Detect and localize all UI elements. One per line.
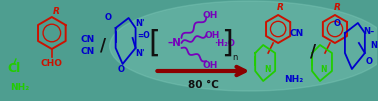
Text: CN: CN (81, 35, 95, 44)
Text: CN: CN (290, 28, 304, 37)
Text: N: N (370, 41, 377, 49)
Text: [: [ (149, 28, 160, 57)
Text: –N: –N (167, 38, 181, 48)
Text: N–: N– (363, 26, 375, 35)
Text: N': N' (135, 19, 144, 28)
Text: NH₂: NH₂ (10, 83, 29, 92)
Text: NH₂: NH₂ (285, 75, 304, 84)
Text: R: R (277, 3, 284, 12)
Text: ·H₂O: ·H₂O (214, 38, 235, 47)
Text: N: N (264, 65, 270, 74)
Text: /: / (100, 37, 106, 55)
Text: N: N (321, 65, 327, 74)
Text: CN: CN (81, 46, 95, 56)
Text: OH: OH (203, 11, 218, 19)
Text: n: n (232, 53, 238, 62)
Text: OH: OH (203, 60, 218, 69)
Text: Cl: Cl (7, 63, 20, 76)
Text: N': N' (135, 49, 144, 58)
Text: =O: =O (137, 32, 150, 41)
Text: O: O (118, 66, 125, 75)
Text: OH: OH (204, 31, 220, 39)
Text: O: O (366, 56, 372, 66)
Text: O: O (333, 18, 341, 27)
Text: R: R (53, 6, 59, 15)
Text: ]: ] (222, 28, 233, 57)
Text: 80 °C: 80 °C (188, 80, 219, 90)
Ellipse shape (110, 1, 378, 91)
Text: CHO: CHO (41, 58, 63, 67)
Text: R: R (333, 3, 340, 12)
Text: O: O (104, 14, 111, 23)
Text: /: / (310, 42, 316, 60)
